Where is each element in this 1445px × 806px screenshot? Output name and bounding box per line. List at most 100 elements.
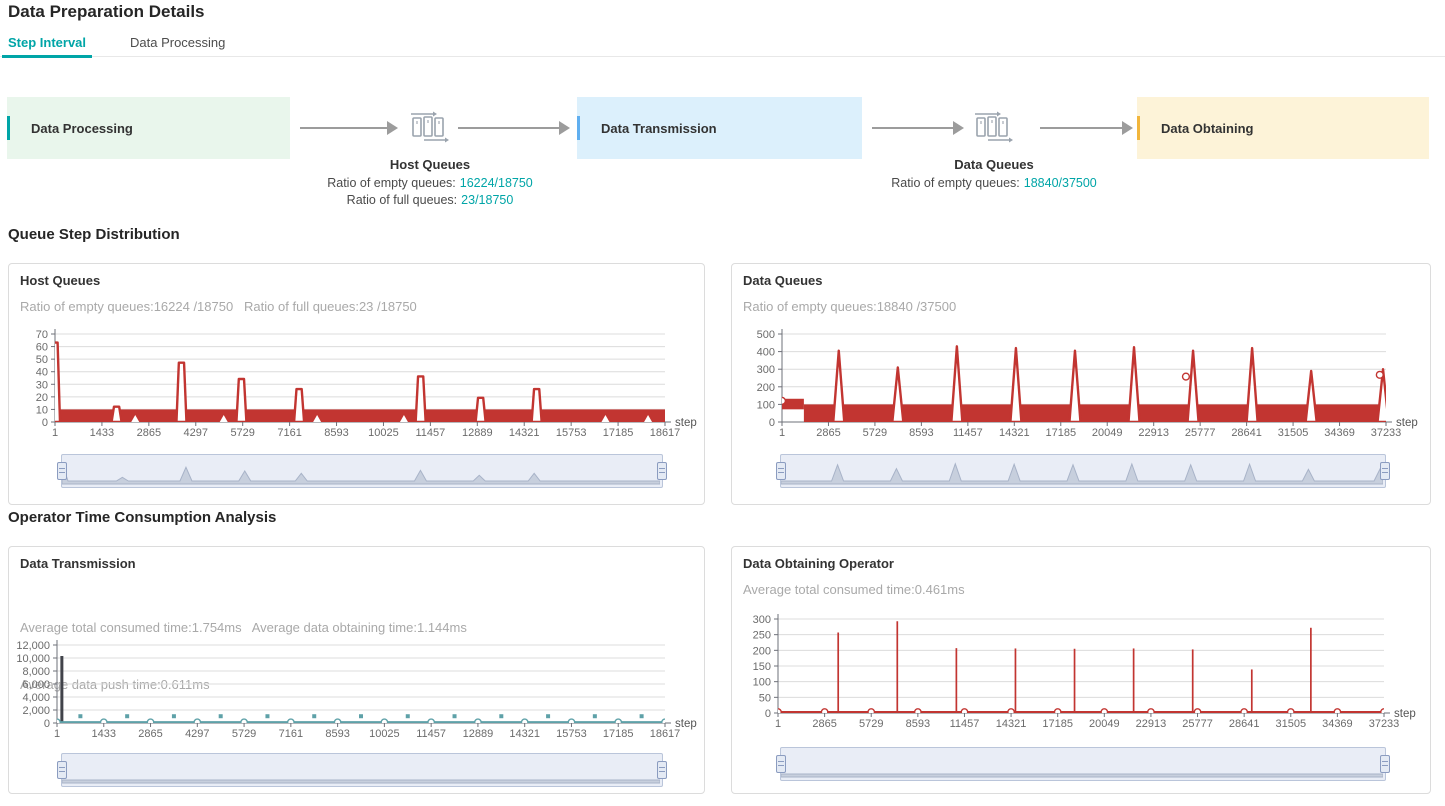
grid xyxy=(57,645,665,710)
stage-label: Data Processing xyxy=(31,121,133,136)
stage-accent-bar xyxy=(7,116,10,140)
tab-data-processing[interactable]: Data Processing xyxy=(130,35,225,50)
card-title: Data Transmission xyxy=(20,556,136,571)
svg-text:250: 250 xyxy=(753,630,771,642)
card-title: Host Queues xyxy=(20,273,100,288)
svg-text:15753: 15753 xyxy=(556,427,587,439)
svg-text:14321: 14321 xyxy=(999,427,1030,439)
svg-text:70: 70 xyxy=(36,329,48,341)
datazoom-silhouette xyxy=(781,748,1383,778)
data-obtaining-chart[interactable]: 0501001502002503001286557298593114571432… xyxy=(734,605,1428,757)
datazoom-left-handle[interactable] xyxy=(57,462,67,480)
data-obtaining-card: Data Obtaining Operator Average total co… xyxy=(731,546,1431,794)
axes: 02,0004,0006,0008,00010,00012,0001143328… xyxy=(16,640,696,740)
datazoom-left-handle[interactable] xyxy=(776,755,786,773)
svg-text:34369: 34369 xyxy=(1324,427,1355,439)
tab-step-interval[interactable]: Step Interval xyxy=(8,35,86,50)
svg-text:15753: 15753 xyxy=(556,728,587,740)
svg-text:17185: 17185 xyxy=(1045,427,1076,439)
svg-text:60: 60 xyxy=(36,342,48,354)
svg-text:11457: 11457 xyxy=(953,427,983,439)
datazoom-right-handle[interactable] xyxy=(657,462,667,480)
svg-text:17185: 17185 xyxy=(1042,718,1073,730)
queue-icon xyxy=(974,110,1014,144)
svg-text:1: 1 xyxy=(775,718,781,730)
series xyxy=(775,621,1387,715)
host-queues-chart[interactable]: 0102030405060701143328654297572971618593… xyxy=(11,320,701,452)
svg-text:2865: 2865 xyxy=(816,427,840,439)
stage-data-obtaining[interactable]: Data Obtaining xyxy=(1137,97,1429,159)
datazoom-right-handle[interactable] xyxy=(1380,755,1390,773)
empty-queues-ratio: Ratio of empty queues:18840/37500 xyxy=(874,175,1114,192)
svg-text:1: 1 xyxy=(779,427,785,439)
svg-text:8593: 8593 xyxy=(909,427,933,439)
stage-data-processing[interactable]: Data Processing xyxy=(7,97,290,159)
tab-bar: Step Interval Data Processing xyxy=(0,30,1445,57)
svg-text:50: 50 xyxy=(36,354,48,366)
data-queues-chart[interactable]: 0100200300400500128655729859311457143211… xyxy=(734,320,1428,452)
stage-label: Data Transmission xyxy=(601,121,717,136)
svg-text:28641: 28641 xyxy=(1231,427,1262,439)
series xyxy=(779,346,1389,422)
card-title: Data Obtaining Operator xyxy=(743,556,894,571)
svg-text:14321: 14321 xyxy=(996,718,1027,730)
full-queues-ratio: Ratio of full queues:23/18750 xyxy=(310,192,550,209)
card-subtitle: Ratio of empty queues:16224 /18750 Ratio… xyxy=(20,297,417,316)
host-queues-card: Host Queues Ratio of empty queues:16224 … xyxy=(8,263,705,505)
ratio-value: 18840/37500 xyxy=(1024,176,1097,190)
datazoom-slider[interactable] xyxy=(61,454,663,488)
data-queues-card: Data Queues Ratio of empty queues:18840 … xyxy=(731,263,1431,505)
svg-text:4297: 4297 xyxy=(185,728,209,740)
svg-text:400: 400 xyxy=(757,347,775,359)
series xyxy=(50,343,665,422)
datazoom-right-handle[interactable] xyxy=(657,761,667,779)
svg-text:22913: 22913 xyxy=(1138,427,1169,439)
svg-text:14321: 14321 xyxy=(509,728,540,740)
svg-text:1: 1 xyxy=(52,427,58,439)
svg-text:5729: 5729 xyxy=(232,728,256,740)
grid xyxy=(782,334,1386,404)
datazoom-slider[interactable] xyxy=(780,454,1386,488)
svg-text:2,000: 2,000 xyxy=(22,705,50,717)
svg-text:30: 30 xyxy=(36,379,48,391)
svg-text:25777: 25777 xyxy=(1182,718,1213,730)
svg-text:2865: 2865 xyxy=(137,427,161,439)
flow-arrow xyxy=(300,121,398,135)
stage-accent-bar xyxy=(1137,116,1140,140)
svg-text:100: 100 xyxy=(757,399,775,411)
svg-text:11457: 11457 xyxy=(950,718,980,730)
page-title: Data Preparation Details xyxy=(8,2,205,22)
datazoom-left-handle[interactable] xyxy=(57,761,67,779)
flow-arrow xyxy=(458,121,570,135)
svg-text:8593: 8593 xyxy=(906,718,930,730)
svg-text:10: 10 xyxy=(36,404,48,416)
svg-text:14321: 14321 xyxy=(509,427,540,439)
svg-text:8,000: 8,000 xyxy=(22,666,50,678)
flow-arrow xyxy=(1040,121,1133,135)
svg-text:31505: 31505 xyxy=(1278,427,1309,439)
datazoom-left-handle[interactable] xyxy=(776,462,786,480)
section-operator-time-analysis: Operator Time Consumption Analysis xyxy=(8,509,276,526)
datazoom-silhouette xyxy=(781,455,1383,485)
svg-text:31505: 31505 xyxy=(1275,718,1306,730)
stage-data-transmission[interactable]: Data Transmission xyxy=(577,97,862,159)
svg-text:11457: 11457 xyxy=(416,728,446,740)
datazoom-slider[interactable] xyxy=(780,747,1386,781)
datazoom-right-handle[interactable] xyxy=(1380,462,1390,480)
data-transmission-chart[interactable]: 02,0004,0006,0008,00010,00012,0001143328… xyxy=(11,629,701,759)
svg-text:20049: 20049 xyxy=(1092,427,1123,439)
card-title: Data Queues xyxy=(743,273,822,288)
svg-text:0: 0 xyxy=(44,718,50,730)
svg-text:200: 200 xyxy=(753,645,771,657)
svg-text:4,000: 4,000 xyxy=(22,692,50,704)
data-queues-summary: Data Queues Ratio of empty queues:18840/… xyxy=(874,157,1114,192)
datazoom-slider[interactable] xyxy=(61,753,663,787)
svg-text:5729: 5729 xyxy=(863,427,887,439)
svg-text:step: step xyxy=(1394,708,1416,720)
svg-text:22913: 22913 xyxy=(1136,718,1167,730)
host-queues-summary: Host Queues Ratio of empty queues:16224/… xyxy=(310,157,550,209)
svg-text:12889: 12889 xyxy=(463,728,494,740)
svg-text:12889: 12889 xyxy=(462,427,493,439)
grid xyxy=(55,334,665,409)
svg-text:1433: 1433 xyxy=(90,427,114,439)
